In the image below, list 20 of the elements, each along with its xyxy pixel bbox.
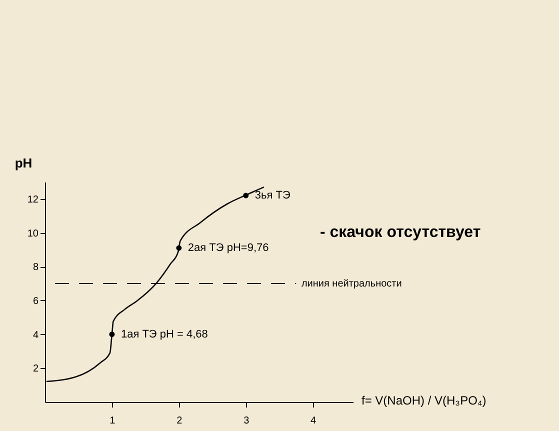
y-tick-label: 8	[32, 262, 39, 274]
y-axis-title: pH	[14, 156, 32, 170]
x-tick-label: 1	[110, 416, 116, 426]
y-tick-label: 6	[32, 296, 39, 307]
point	[109, 332, 115, 338]
annotation: 3ья ТЭ	[254, 190, 290, 202]
y-tick-label: 2	[32, 364, 39, 375]
x-axis-title: f= V(NaOH) / V(H₃PO₄)	[362, 394, 486, 408]
y-tick-label: 4	[32, 330, 39, 341]
x-tick-label: 3	[244, 416, 250, 426]
annotation: 1ая ТЭ pH = 4,68	[120, 328, 208, 340]
x-tick-label: 4	[310, 416, 317, 426]
x-tick-label: 2	[176, 416, 183, 426]
point	[176, 245, 182, 251]
annotation: - скачок отсутствует	[320, 224, 481, 241]
annotation: 2ая ТЭ pH=9,76	[188, 242, 269, 254]
point	[243, 192, 249, 198]
ref-line-label: линия нейтральности	[301, 278, 402, 290]
y-tick-label: 12	[27, 194, 39, 206]
y-tick-label: 10	[27, 228, 39, 240]
